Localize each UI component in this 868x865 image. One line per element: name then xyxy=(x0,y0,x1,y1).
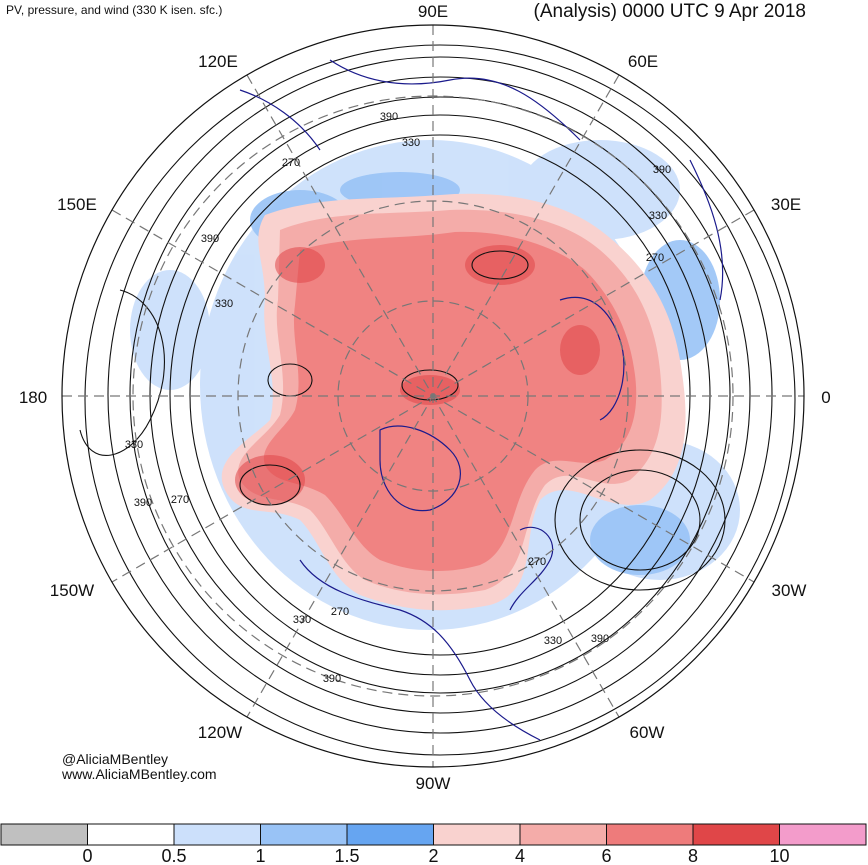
contour-label: 270 xyxy=(282,157,300,169)
lon-label-90w: 90W xyxy=(416,774,451,793)
contour-label: 390 xyxy=(201,233,219,245)
colorbar-tick-label: 6 xyxy=(601,846,611,865)
colorbar-swatch xyxy=(606,823,694,846)
colorbar-tick-label: 10 xyxy=(769,846,789,865)
lon-label-30w: 30W xyxy=(772,581,807,600)
colorbar-swatch xyxy=(0,823,88,846)
contour-label: 330 xyxy=(215,298,233,310)
credit-website: www.AliciaMBentley.com xyxy=(61,766,217,782)
contour-label: 330 xyxy=(402,137,420,149)
colorbar-swatch xyxy=(346,823,434,846)
pv-shading-peaks xyxy=(235,245,600,505)
colorbar-tick-label: 1.5 xyxy=(334,846,359,865)
contour-label: 390 xyxy=(653,164,671,176)
colorbar-swatch xyxy=(173,823,261,846)
contour-label: 270 xyxy=(528,556,546,568)
lon-label-150e: 150E xyxy=(57,195,97,214)
map-title-left: PV, pressure, and wind (330 K isen. sfc.… xyxy=(6,3,222,17)
colorbar-tick-label: 0 xyxy=(82,846,92,865)
contour-label: 390 xyxy=(323,673,341,685)
colorbar-swatch xyxy=(87,823,175,846)
lon-label-150w: 150W xyxy=(50,581,94,600)
lon-label-30e: 30E xyxy=(771,195,801,214)
contour-label: 270 xyxy=(331,606,349,618)
polar-map: 390 330 270 390 330 330 390 270 390 330 … xyxy=(62,25,804,767)
contour-label: 270 xyxy=(646,252,664,264)
contour-label: 390 xyxy=(380,111,398,123)
credit-handle: @AliciaMBentley xyxy=(62,751,168,767)
contour-label: 390 xyxy=(591,633,609,645)
colorbar-swatch xyxy=(433,823,521,846)
lon-label-90e: 90E xyxy=(418,2,448,21)
contour-label: 330 xyxy=(125,439,143,451)
contour-label: 390 xyxy=(134,497,152,509)
lon-label-0: 0 xyxy=(821,388,830,407)
pv-shading-max xyxy=(263,231,637,572)
lon-label-120w: 120W xyxy=(198,723,242,742)
coastlines xyxy=(239,59,724,741)
colorbar-swatch xyxy=(692,823,780,846)
lon-label-60w: 60W xyxy=(630,723,665,742)
contour-labels: 390 330 270 390 330 330 390 270 390 330 … xyxy=(125,111,671,685)
longitude-labels: 90E 60E 30E 0 30W 60W 90W 120W 150W 180 … xyxy=(19,2,831,793)
graticule xyxy=(62,25,804,767)
map-title-right: (Analysis) 0000 UTC 9 Apr 2018 xyxy=(534,1,806,22)
lon-label-120e: 120E xyxy=(198,52,238,71)
colorbar: 0 0.5 1 1.5 2 4 6 8 10 xyxy=(0,823,867,865)
colorbar-tick-label: 2 xyxy=(428,846,438,865)
contour-label: 270 xyxy=(171,494,189,506)
colorbar-tick-label: 0.5 xyxy=(161,846,186,865)
colorbar-tick-label: 8 xyxy=(688,846,698,865)
lon-label-60e: 60E xyxy=(628,52,658,71)
colorbar-swatch xyxy=(260,823,348,846)
colorbar-tick-label: 1 xyxy=(255,846,265,865)
colorbar-tick-label: 4 xyxy=(515,846,525,865)
contour-label: 330 xyxy=(293,614,311,626)
colorbar-swatch xyxy=(519,823,607,846)
contour-label: 330 xyxy=(544,635,562,647)
colorbar-swatch xyxy=(779,823,867,846)
map-border xyxy=(61,24,805,768)
lon-label-180: 180 xyxy=(19,388,47,407)
pressure-contours xyxy=(79,44,796,756)
contour-label: 330 xyxy=(649,210,667,222)
